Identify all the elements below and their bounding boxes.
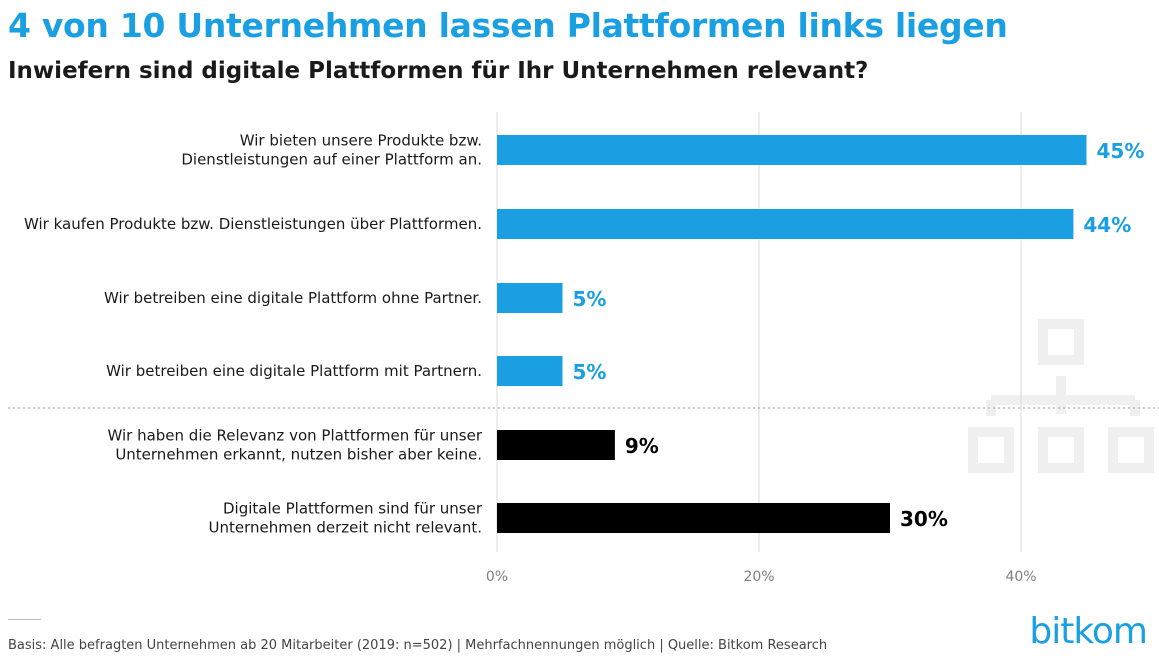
value-label: 44% [1083,213,1131,237]
category-label: Wir bieten unsere Produkte bzw. [240,132,482,150]
category-label: Dienstleistungen auf einer Plattform an. [181,151,482,169]
bar [497,209,1074,239]
bar [497,135,1087,165]
bar [497,356,563,386]
footer-divider [8,619,41,620]
category-label: Wir haben die Relevanz von Plattformen f… [107,427,482,445]
value-label: 30% [900,507,948,531]
category-label: Digitale Plattformen sind für unser [223,500,483,518]
value-label: 5% [573,360,607,384]
value-label: 5% [573,287,607,311]
x-tick-label: 20% [743,569,774,585]
chart-subtitle: Inwiefern sind digitale Plattformen für … [8,58,869,84]
value-label: 45% [1097,139,1145,163]
category-label: Wir betreiben eine digitale Plattform mi… [106,362,482,380]
value-label: 9% [625,434,659,458]
category-label: Wir kaufen Produkte bzw. Dienstleistunge… [24,215,482,233]
bar [497,430,615,460]
category-label: Unternehmen erkannt, nutzen bisher aber … [115,446,482,464]
chart-title: 4 von 10 Unternehmen lassen Plattformen … [8,6,1008,45]
bar [497,503,890,533]
bitkom-logo: bitkom [1029,611,1148,652]
platform-network-icon [968,319,1154,473]
category-label: Unternehmen derzeit nicht relevant. [209,519,482,537]
category-label: Wir betreiben eine digitale Plattform oh… [104,289,482,307]
bar [497,283,563,313]
footer-source-note: Basis: Alle befragten Unternehmen ab 20 … [8,638,828,653]
x-tick-label: 40% [1005,569,1036,585]
bar-chart: 0% 20% 40%Wir bieten unsere Produkte bzw.D… [8,112,1159,585]
x-tick-label: 0% [486,569,508,585]
